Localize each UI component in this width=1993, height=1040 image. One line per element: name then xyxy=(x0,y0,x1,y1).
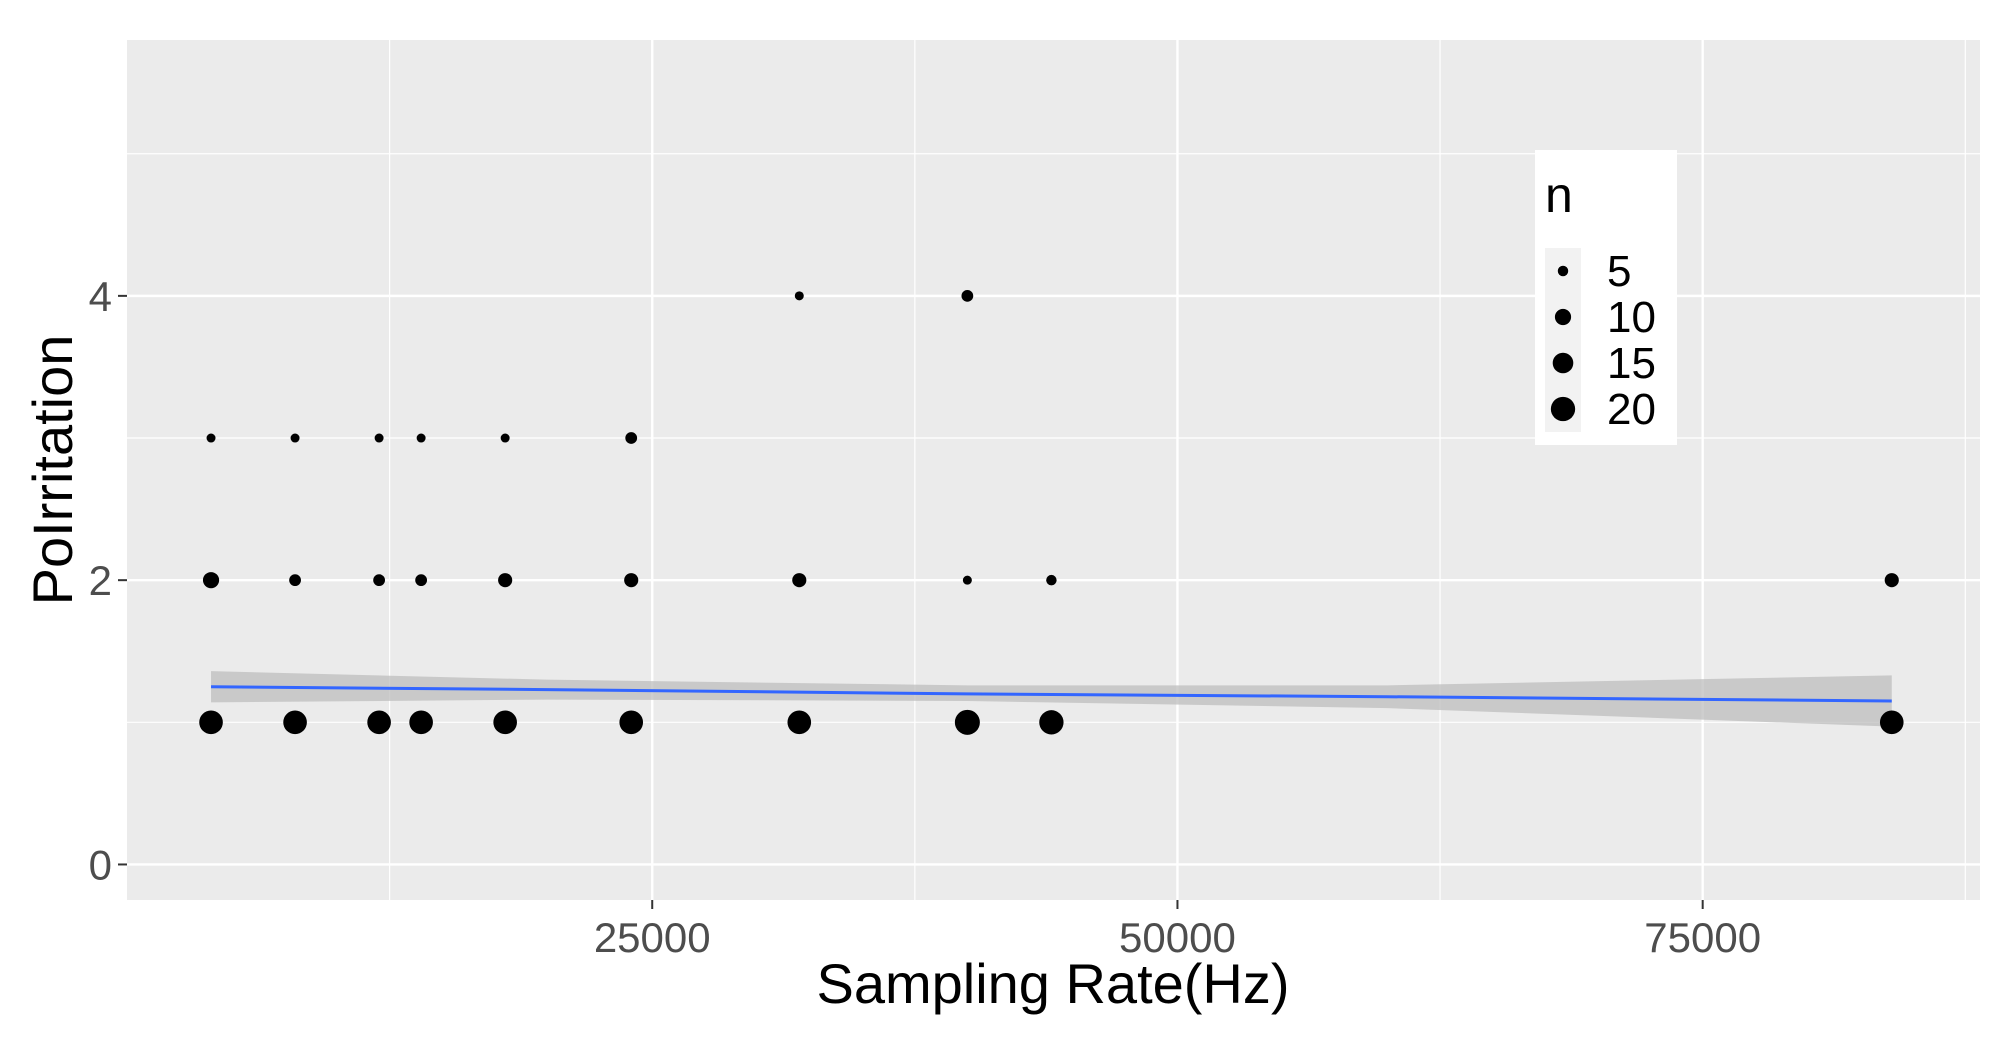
x-tick-label: 25000 xyxy=(594,914,711,961)
legend-label: 20 xyxy=(1607,385,1656,434)
data-point xyxy=(290,433,300,443)
data-point xyxy=(202,572,220,589)
data-point xyxy=(374,433,384,443)
data-point xyxy=(289,574,301,587)
confidence-band-layer xyxy=(211,671,1892,727)
x-tick-label: 75000 xyxy=(1644,914,1761,961)
legend-key-point xyxy=(1557,265,1569,277)
y-tick-label: 2 xyxy=(89,557,112,604)
data-point xyxy=(954,709,980,735)
data-point xyxy=(1039,710,1064,735)
data-point xyxy=(199,710,223,735)
y-tick-label: 4 xyxy=(89,273,112,320)
legend-label: 10 xyxy=(1607,293,1656,342)
x-tick-label: 50000 xyxy=(1119,914,1236,961)
y-axis-ticks: 0 2 4 xyxy=(89,273,127,888)
data-point xyxy=(619,710,644,735)
data-point xyxy=(498,573,513,588)
data-point xyxy=(493,710,517,735)
data-points xyxy=(199,289,1904,735)
data-point xyxy=(792,573,807,588)
y-axis-title: PoIrritation xyxy=(21,335,84,606)
data-point xyxy=(373,574,386,587)
legend-label: 15 xyxy=(1607,339,1656,388)
data-point xyxy=(1046,574,1057,586)
trend-line xyxy=(211,685,1892,703)
legend-key-point xyxy=(1554,308,1572,326)
y-tick-label: 0 xyxy=(89,841,112,888)
data-point xyxy=(625,432,638,444)
data-point xyxy=(787,710,812,735)
legend-label: 5 xyxy=(1607,247,1631,296)
legend-key-point xyxy=(1552,352,1574,374)
data-point xyxy=(206,433,216,443)
legend-key-point xyxy=(1550,396,1576,422)
data-point xyxy=(409,710,433,735)
x-axis-ticks: 25000 50000 75000 xyxy=(594,900,1761,961)
major-grid xyxy=(127,40,1980,900)
data-point xyxy=(794,291,804,301)
confidence-band xyxy=(211,671,1892,727)
data-point xyxy=(962,575,972,585)
data-point xyxy=(500,433,510,443)
data-point xyxy=(961,289,974,302)
data-point xyxy=(367,710,391,735)
data-point xyxy=(1884,573,1899,588)
legend-title: n xyxy=(1545,167,1573,223)
data-point xyxy=(416,433,426,443)
trend-line-layer xyxy=(211,685,1892,703)
data-point xyxy=(283,710,307,735)
x-axis-title: Sampling Rate(Hz) xyxy=(816,952,1289,1015)
data-point xyxy=(1879,710,1904,735)
data-point xyxy=(415,574,428,587)
data-point xyxy=(624,573,639,588)
